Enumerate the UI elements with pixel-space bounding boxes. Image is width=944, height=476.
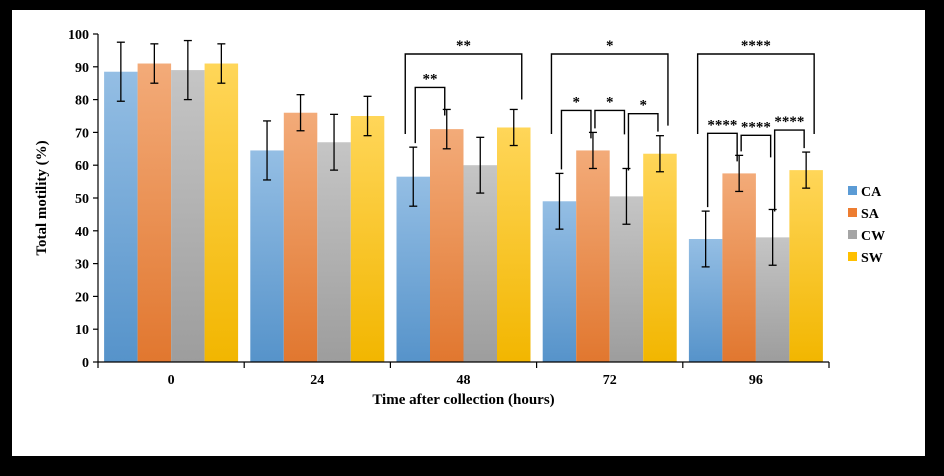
y-tick-label: 50	[75, 192, 89, 207]
bar-sw-0	[204, 63, 239, 363]
bar-cw-0	[171, 70, 205, 362]
y-tick-label: 90	[75, 61, 89, 76]
significance-bracket	[594, 109, 626, 135]
significance-label: *	[606, 38, 614, 54]
significance-label: ****	[741, 38, 771, 54]
significance-bracket	[740, 134, 772, 158]
significance-label: *	[606, 94, 614, 110]
significance-bracket	[404, 53, 523, 134]
bar-cw-24	[317, 142, 351, 362]
bar-sa-72	[576, 150, 610, 362]
y-axis-title: Total motility (%)	[34, 140, 50, 255]
legend-label-sa: SA	[861, 207, 880, 222]
x-tick-label: 48	[457, 373, 471, 388]
significance-layer: ****** * ********* **** ****	[404, 38, 815, 212]
y-tick-label: 70	[75, 126, 89, 141]
bar-sw-24	[350, 116, 385, 362]
bar-ca-48	[396, 176, 430, 362]
significance-label: *	[572, 94, 580, 110]
legend-label-cw: CW	[861, 229, 885, 244]
significance-bracket	[706, 132, 738, 208]
legend-label-sw: SW	[861, 251, 883, 266]
x-tick-label: 24	[310, 373, 324, 388]
legend-swatch-sa	[848, 208, 857, 217]
y-tick-label: 10	[75, 323, 89, 338]
significance-bracket	[414, 86, 446, 144]
significance-bracket	[560, 109, 592, 170]
significance-bracket	[550, 53, 669, 134]
bar-ca-0	[104, 71, 138, 362]
bar-cw-48	[463, 165, 497, 362]
y-tick-label: 100	[68, 28, 89, 43]
bar-chart: ****** * ********* **** **** 010203040506070…	[34, 28, 885, 408]
bar-sw-96	[789, 170, 823, 362]
significance-label: **	[423, 71, 438, 87]
bar-sa-24	[283, 112, 318, 362]
significance-bracket	[773, 129, 805, 212]
bar-sa-96	[722, 173, 756, 362]
significance-bracket	[627, 112, 659, 171]
legend: CA SA CW SW	[848, 185, 885, 266]
legend-swatch-cw	[848, 230, 857, 239]
significance-label: **	[456, 38, 471, 54]
axes-layer: 0 10 20 30 40 50 60 70 80 90 100 0 24 48 72 96	[68, 28, 830, 388]
y-tick-label: 20	[75, 290, 89, 305]
error-bars-layer	[116, 39, 811, 268]
significance-label: ****	[774, 114, 804, 130]
y-tick-label: 40	[75, 225, 89, 240]
bar-sw-72	[643, 153, 677, 362]
bar-sa-48	[430, 129, 464, 362]
significance-label: *	[639, 98, 647, 114]
legend-swatch-ca	[848, 186, 857, 195]
bar-sa-0	[137, 63, 172, 363]
x-tick-label: 96	[749, 373, 763, 388]
y-tick-label: 80	[75, 94, 89, 109]
legend-swatch-sw	[848, 252, 857, 261]
bar-ca-24	[250, 150, 284, 362]
x-axis-title: Time after collection (hours)	[372, 392, 554, 408]
chart-frame: ** ** * * * * **** **** **** **** 0 10 20 30 40 50 60 70…	[12, 10, 925, 456]
significance-bracket	[696, 53, 815, 134]
significance-label: ****	[707, 117, 737, 133]
x-tick-label: 0	[168, 373, 175, 388]
legend-label-ca: CA	[861, 185, 882, 200]
y-tick-label: 60	[75, 159, 89, 174]
y-tick-label: 30	[75, 258, 89, 273]
y-tick-label: 0	[82, 356, 89, 371]
significance-label: ****	[741, 119, 771, 135]
bars-layer	[104, 63, 823, 363]
bar-sw-48	[497, 127, 531, 362]
x-tick-label: 72	[603, 373, 617, 388]
